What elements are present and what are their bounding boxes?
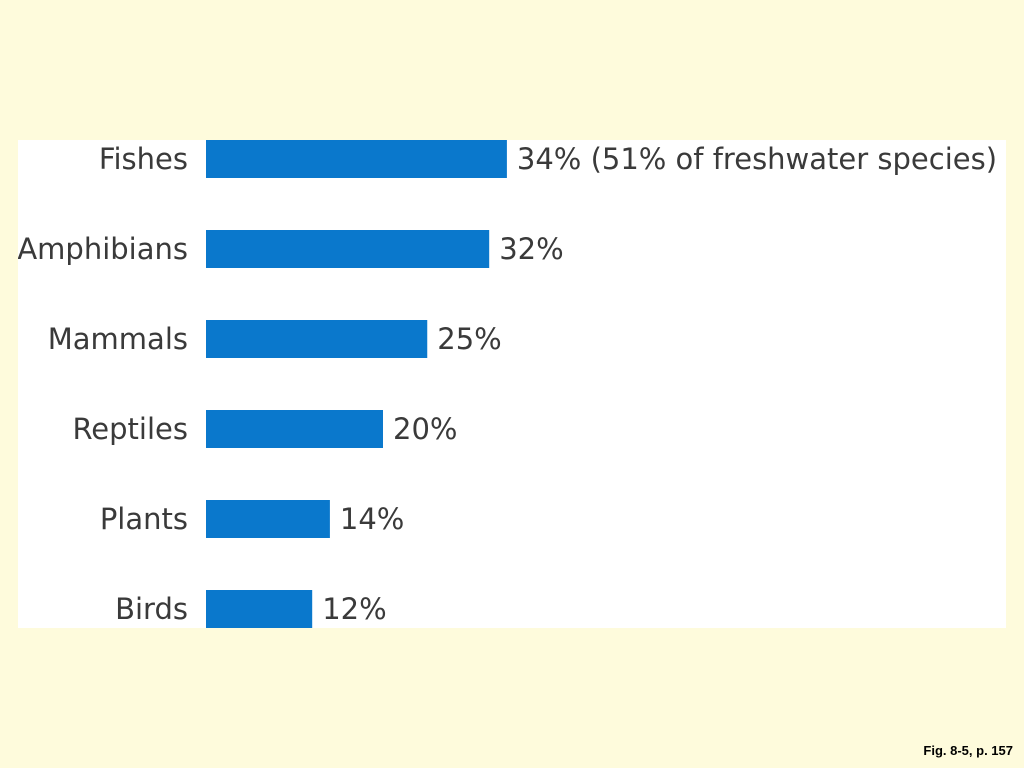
bar-amphibians bbox=[206, 230, 490, 268]
chart-panel: Fishes 34% (51% of freshwater species) Amp… bbox=[18, 140, 1006, 628]
category-label: Reptiles bbox=[72, 412, 188, 446]
category-label: Birds bbox=[115, 592, 188, 626]
value-label: 12% bbox=[322, 592, 386, 626]
bar-mammals bbox=[206, 320, 428, 358]
bar-fishes bbox=[206, 140, 507, 178]
category-label: Plants bbox=[100, 502, 188, 536]
value-label: 32% bbox=[499, 232, 563, 266]
bar-birds bbox=[206, 590, 313, 628]
category-label: Mammals bbox=[48, 322, 188, 356]
value-label: 20% bbox=[393, 412, 457, 446]
bar-reptiles bbox=[206, 410, 383, 448]
bar-plants bbox=[206, 500, 330, 538]
bar-chart: Fishes 34% (51% of freshwater species) Amp… bbox=[18, 140, 997, 628]
figure-caption: Fig. 8-5, p. 157 bbox=[923, 743, 1013, 758]
value-label: 25% bbox=[437, 322, 501, 356]
value-label: 34% (51% of freshwater species) bbox=[517, 142, 997, 176]
category-label: Fishes bbox=[99, 142, 188, 176]
category-label: Amphibians bbox=[18, 232, 188, 266]
value-label: 14% bbox=[340, 502, 404, 536]
